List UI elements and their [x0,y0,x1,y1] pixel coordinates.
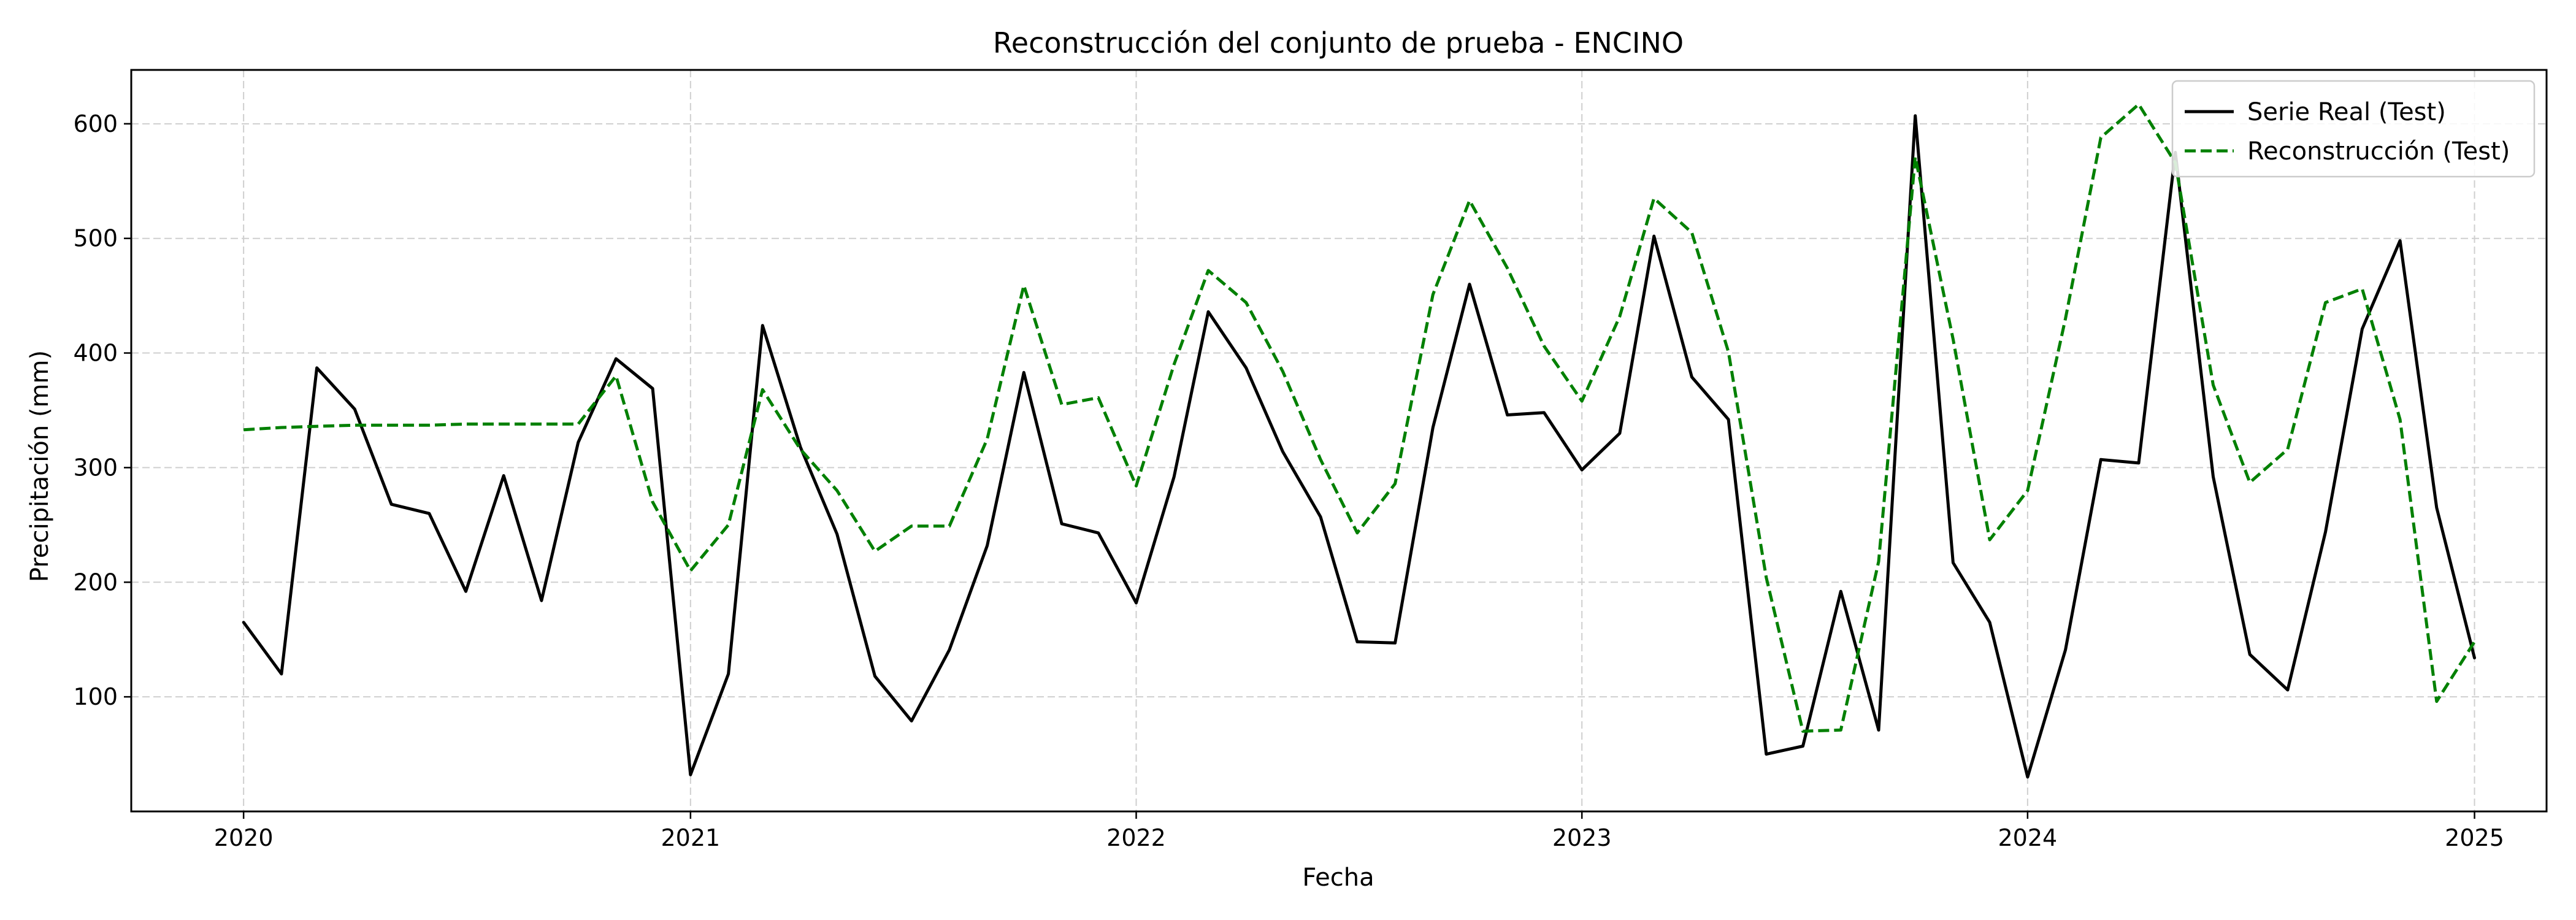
grid [131,70,2547,811]
y-tick-label: 500 [73,225,118,252]
legend-box [2171,80,2536,178]
chart-title: Reconstrucción del conjunto de prueba - … [993,26,1684,59]
y-axis-label: Precipitación (mm) [26,350,54,582]
plot-frame [130,69,2548,813]
legend: Serie Real (Test) Reconstrucción (Test) [2171,80,2536,178]
legend-label: Serie Real (Test) [2247,98,2446,126]
x-tick-label: 2025 [2445,824,2504,851]
axis-ticks: 2020 2021 2022 2023 2024 2025 100 200 300 400 500 6… [73,110,2504,851]
y-tick-label: 400 [73,340,118,367]
x-tick-label: 2023 [1552,824,1612,851]
y-tick-label: 200 [73,569,118,596]
x-tick-label: 2020 [214,824,274,851]
x-tick-label: 2024 [1998,824,2058,851]
x-tick-label: 2022 [1106,824,1166,851]
x-axis-label: Fecha [1302,864,1374,892]
y-tick-label: 300 [73,454,118,481]
y-tick-label: 100 [73,683,118,710]
x-tick-label: 2021 [661,824,720,851]
legend-label: Reconstrucción (Test) [2247,137,2510,166]
series-layer [242,102,2476,779]
series-line-real [242,114,2476,779]
series-line-reconstruction [243,102,2476,733]
y-tick-label: 600 [73,110,118,137]
